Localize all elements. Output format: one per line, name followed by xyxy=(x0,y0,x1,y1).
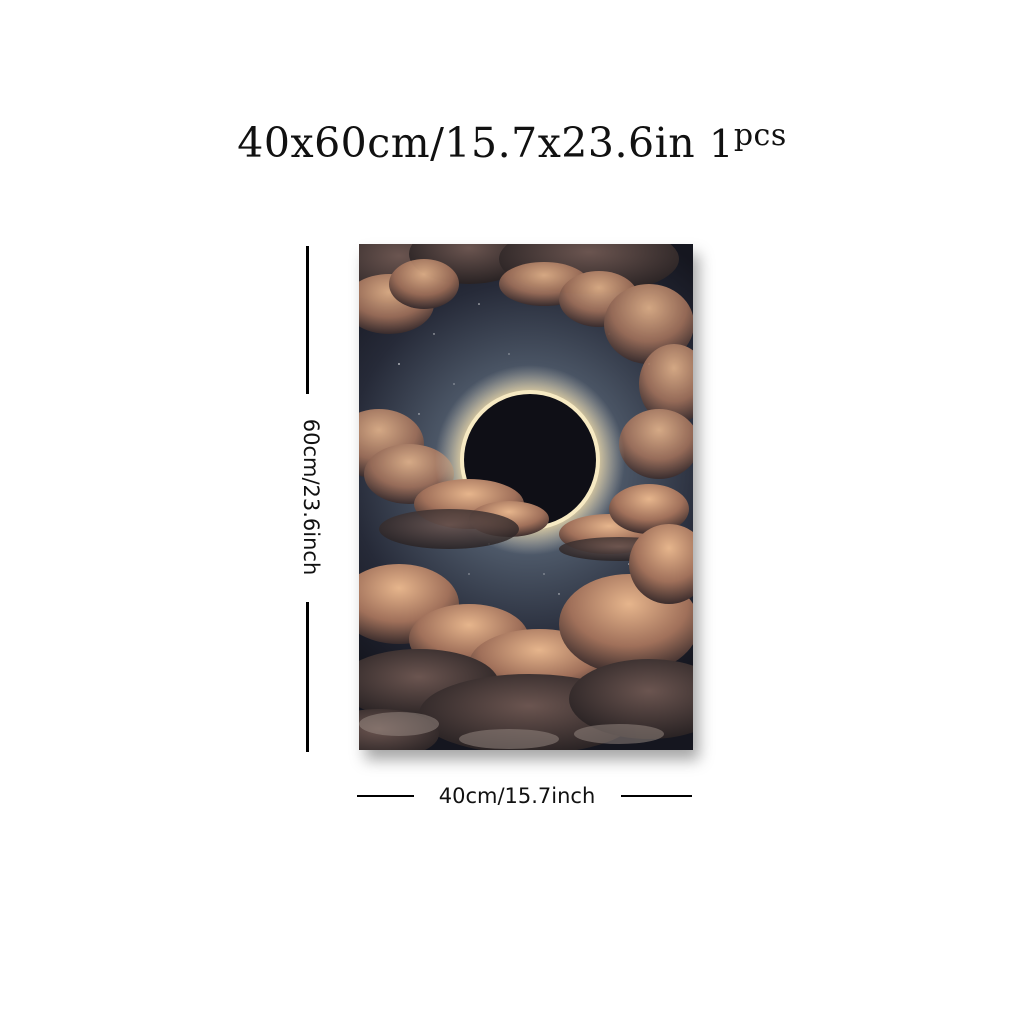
eclipse-painting xyxy=(359,244,693,750)
product-size-title: 40x60cm/15.7x23.6in 1pcs xyxy=(0,118,1024,167)
width-dimension-line-right xyxy=(621,795,692,797)
eclipse-canvas-artwork xyxy=(359,244,693,750)
quantity-unit: pcs xyxy=(733,118,787,153)
height-dimension-label: 60cm/23.6inch xyxy=(299,418,323,576)
width-dimension-line-left xyxy=(357,795,414,797)
height-dimension-line-top xyxy=(306,246,309,394)
quantity: 1pcs xyxy=(709,118,787,166)
width-dimension-label: 40cm/15.7inch xyxy=(438,784,596,808)
height-dimension-line-bottom xyxy=(306,602,309,752)
quantity-number: 1 xyxy=(709,122,734,166)
size-text: 40x60cm/15.7x23.6in xyxy=(237,119,696,167)
